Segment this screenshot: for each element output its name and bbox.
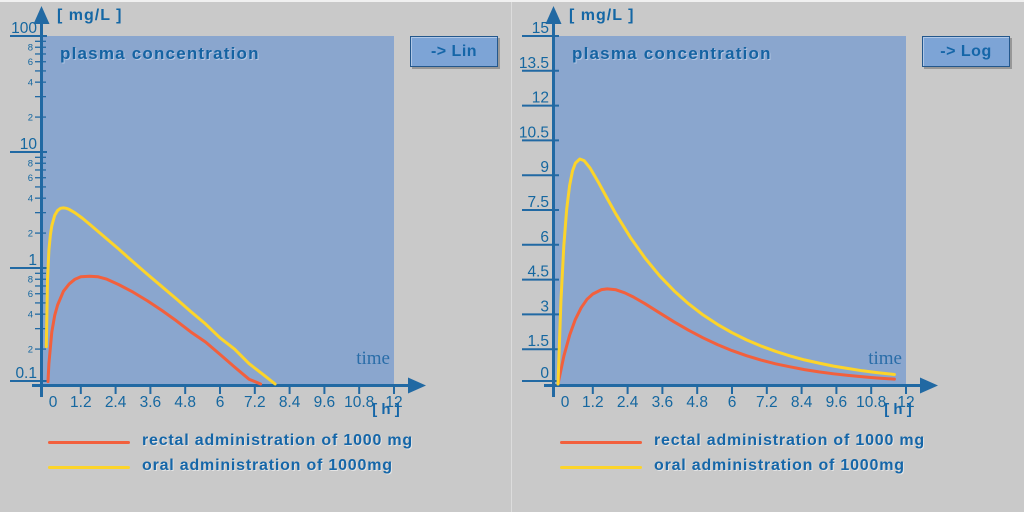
x-tick-label: 8.4 <box>791 394 813 411</box>
rectal-series-swatch <box>48 441 130 444</box>
series-line <box>556 287 896 386</box>
x-tick-label: 7.2 <box>756 394 778 411</box>
x-tick-label: 1.2 <box>582 394 604 411</box>
legend-item-oral: oral administration of 1000mg <box>512 457 1024 477</box>
series-line <box>46 274 263 386</box>
y-axis-arrowhead <box>545 6 562 24</box>
switch-to-linear-button[interactable]: -> Lin <box>410 36 498 67</box>
chart-title: plasma concentration <box>60 44 260 63</box>
x-axis-arrowhead <box>920 377 938 394</box>
legend-label-oral: oral administration of 1000mg <box>142 457 393 474</box>
x-tick-label: 0 <box>49 394 58 411</box>
legend-label-rectal: rectal administration of 1000 mg <box>654 432 926 449</box>
x-tick-label: 4.8 <box>174 394 196 411</box>
y-minor-tick-label: 6 <box>28 57 33 68</box>
y-minor-tick-label: 6 <box>28 173 33 184</box>
y-tick-label: 6 <box>540 229 549 246</box>
oral-series-swatch <box>560 466 642 469</box>
y-tick-label: 13.5 <box>519 55 549 72</box>
time-axis-annotation: time <box>868 348 902 369</box>
y-tick-label: 15 <box>532 20 549 37</box>
legend-item-rectal: rectal administration of 1000 mg <box>0 432 512 452</box>
y-minor-tick-label: 4 <box>28 194 33 205</box>
y-tick-label: 1.5 <box>527 333 549 350</box>
switch-to-log-button[interactable]: -> Log <box>922 36 1010 67</box>
legend-item-rectal: rectal administration of 1000 mg <box>512 432 1024 452</box>
y-minor-tick-label: 4 <box>28 78 33 89</box>
x-tick-label: 6 <box>728 394 737 411</box>
x-tick-label: 9.6 <box>314 394 336 411</box>
x-tick-label: 3.6 <box>652 394 674 411</box>
oral-series-swatch <box>48 466 130 469</box>
y-tick-label: 100 <box>11 20 37 37</box>
x-axis-unit-label: [ h ] <box>884 401 912 418</box>
x-tick-label: 0 <box>561 394 570 411</box>
x-tick-label: 2.4 <box>617 394 639 411</box>
y-minor-tick-label: 8 <box>28 275 33 286</box>
x-tick-label: 6 <box>216 394 225 411</box>
x-tick-label: 8.4 <box>279 394 301 411</box>
y-tick-label: 0.1 <box>15 365 37 382</box>
x-axis-unit-label: [ h ] <box>372 401 400 418</box>
linear-chart-canvas: 0 1.2 2.4 3.6 4.8 6 7.2 8.4 9.6 10.8 12 0 1.5 3 4.5 6 7.… <box>519 6 938 411</box>
y-tick-label: 7.5 <box>527 194 549 211</box>
series-line <box>556 157 896 386</box>
y-minor-tick-label: 2 <box>28 229 33 240</box>
y-minor-tick-label: 4 <box>28 310 33 321</box>
legend-item-oral: oral administration of 1000mg <box>0 457 512 477</box>
y-tick-label: 4.5 <box>527 264 549 281</box>
y-minor-tick-label: 2 <box>28 345 33 356</box>
y-minor-tick-label: 6 <box>28 289 33 300</box>
y-minor-tick-label: 8 <box>28 159 33 170</box>
x-tick-label: 9.6 <box>826 394 848 411</box>
log-scale-chart-panel: 0 1.2 2.4 3.6 4.8 6 7.2 8.4 9.6 10.8 12 0.1 1 10 100 2 4… <box>0 6 512 477</box>
x-tick-label: 7.2 <box>244 394 266 411</box>
y-tick-label: 10 <box>20 136 38 153</box>
linear-scale-chart-panel: 0 1.2 2.4 3.6 4.8 6 7.2 8.4 9.6 10.8 12 0 1.5 3 4.5 6 7.… <box>512 0 1024 512</box>
y-axis-arrowhead <box>33 6 50 24</box>
legend-label-oral: oral administration of 1000mg <box>654 457 905 474</box>
x-tick-label: 1.2 <box>70 394 92 411</box>
y-tick-label: 1 <box>28 252 37 269</box>
chart-title: plasma concentration <box>572 44 772 63</box>
y-minor-tick-label: 2 <box>28 113 33 124</box>
y-tick-label: 10.5 <box>519 124 549 141</box>
x-tick-label: 10.8 <box>856 394 886 411</box>
y-tick-label: 12 <box>532 90 549 107</box>
y-minor-tick-label: 8 <box>28 43 33 54</box>
time-axis-annotation: time <box>356 348 390 369</box>
y-tick-label: 3 <box>540 298 549 315</box>
x-tick-label: 12 <box>897 394 914 411</box>
panel-divider <box>511 0 512 512</box>
log-chart-canvas: 0 1.2 2.4 3.6 4.8 6 7.2 8.4 9.6 10.8 12 0.1 1 10 100 2 4… <box>10 6 426 411</box>
series-line <box>44 206 277 386</box>
x-tick-label: 2.4 <box>105 394 127 411</box>
x-tick-label: 3.6 <box>140 394 162 411</box>
y-tick-label: 9 <box>540 159 549 176</box>
plot-area <box>42 36 394 384</box>
x-tick-label: 12 <box>385 394 402 411</box>
x-axis-arrowhead <box>408 377 426 394</box>
x-tick-label: 4.8 <box>686 394 708 411</box>
x-tick-label: 10.8 <box>344 394 374 411</box>
legend-label-rectal: rectal administration of 1000 mg <box>142 432 414 449</box>
y-tick-label: 0 <box>540 365 549 382</box>
y-axis-unit-label: [ mg/L ] <box>569 7 635 24</box>
rectal-series-swatch <box>560 441 642 444</box>
y-axis-unit-label: [ mg/L ] <box>57 7 123 24</box>
